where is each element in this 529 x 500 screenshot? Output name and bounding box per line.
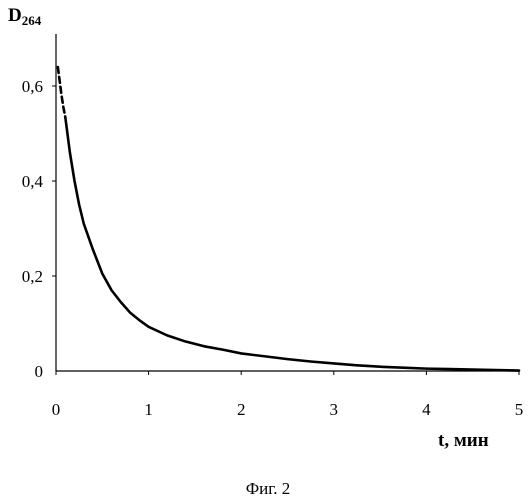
y-axis-title: D264: [8, 5, 42, 28]
x-tick-label: 1: [144, 400, 153, 419]
y-tick-label: 0: [35, 362, 44, 381]
x-tick-label: 5: [515, 400, 524, 419]
y-tick-label: 0,2: [22, 267, 43, 286]
y-ticks: 0 0,2 0,4 0,6: [22, 77, 56, 381]
series-line-dashed: [58, 67, 65, 117]
x-tick-label: 0: [52, 400, 61, 419]
x-axis-title: t, мин: [438, 430, 489, 451]
series-layer: [58, 67, 519, 371]
x-tick-label: 2: [237, 400, 246, 419]
plot-area: 0 0,2 0,4 0,6 0 1 2 3 4 5: [22, 34, 524, 419]
x-ticks: 0 1 2 3 4 5: [52, 371, 524, 419]
figure-caption: Фиг. 2: [246, 479, 291, 498]
y-tick-label: 0,4: [22, 172, 44, 191]
y-tick-label: 0,6: [22, 77, 43, 96]
series-line: [65, 117, 519, 371]
x-tick-label: 3: [330, 400, 339, 419]
x-tick-label: 4: [422, 400, 431, 419]
